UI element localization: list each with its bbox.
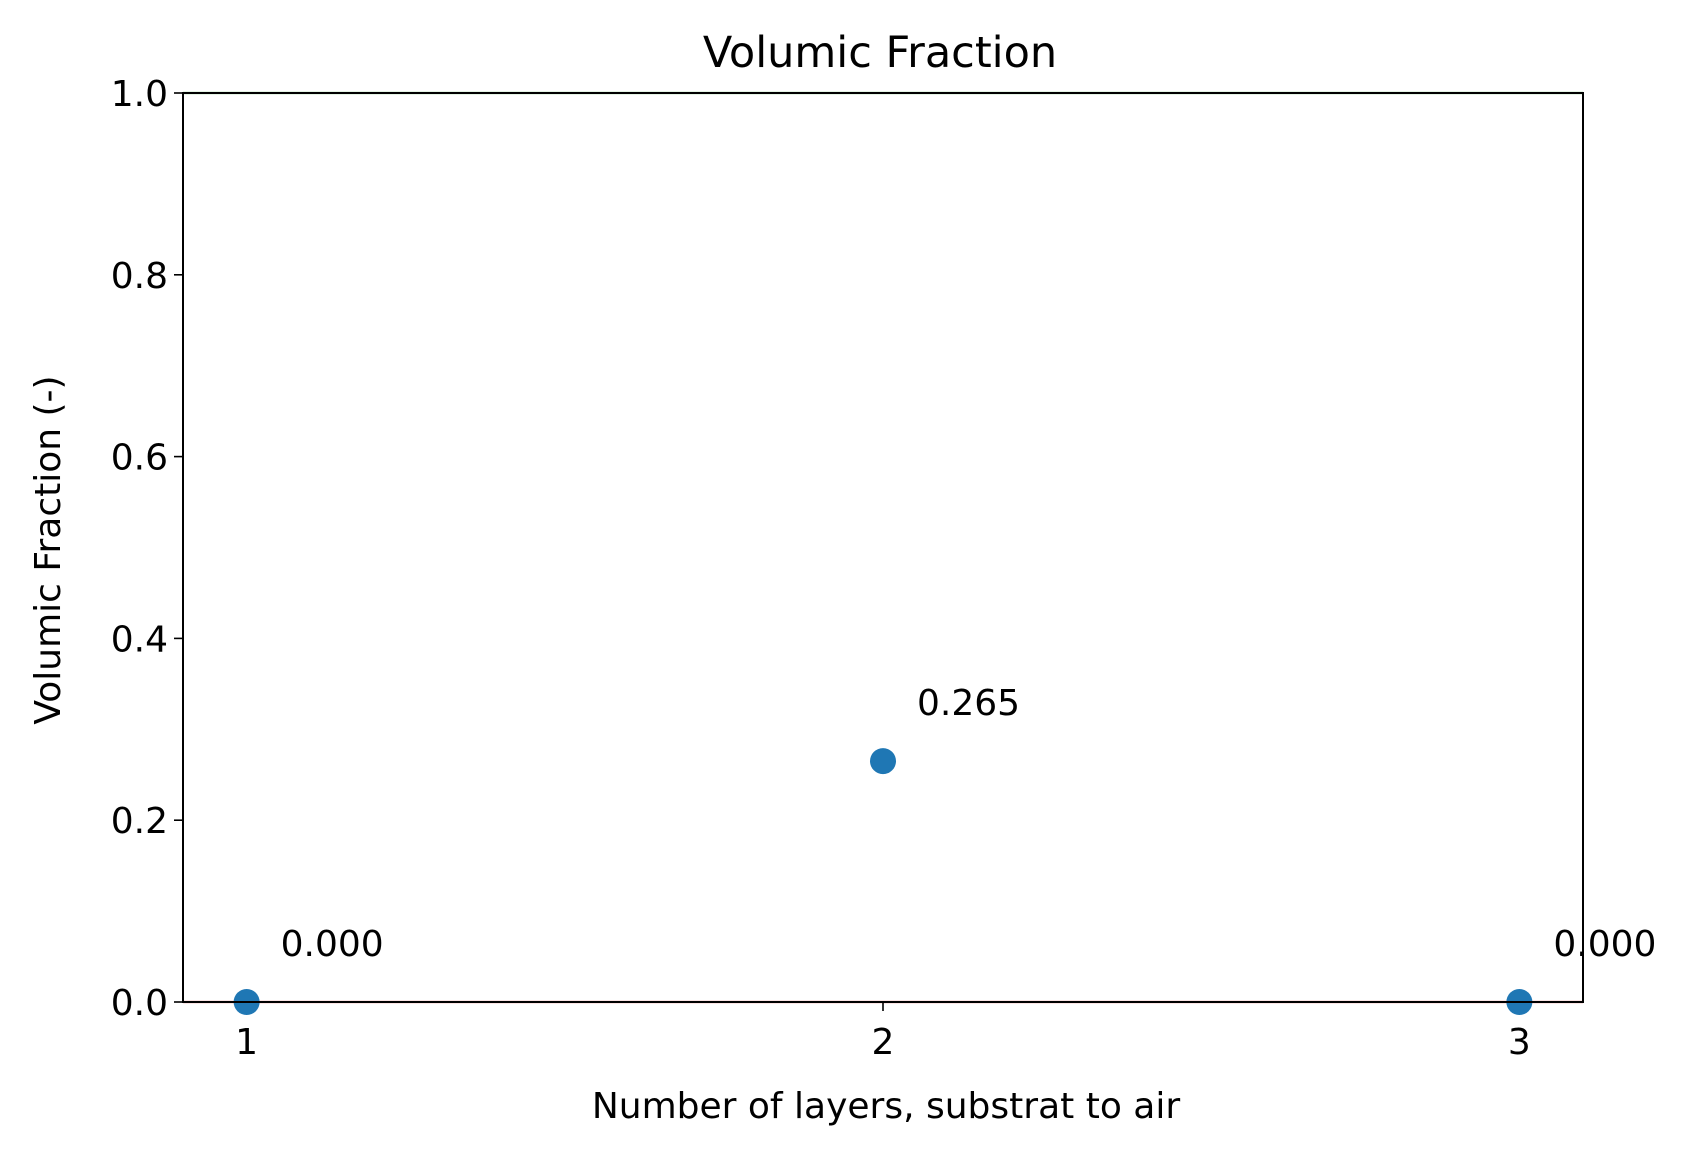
data-point — [870, 748, 896, 775]
x-tick-label: 2 — [872, 1022, 895, 1063]
axes-frame — [182, 92, 1584, 1003]
x-axis-label: Number of layers, substrat to air — [592, 1086, 1181, 1127]
plot-area: 0.0 0.2 0.4 0.6 0.8 1.0 1 2 3 0.000 0.265 0.000 — [111, 74, 1657, 1063]
y-axis-label: Volumic Fraction (-) — [28, 375, 69, 724]
x-tick-label: 3 — [1508, 1022, 1531, 1063]
data-label: 0.000 — [281, 924, 384, 965]
chart-title: Volumic Fraction — [703, 28, 1057, 78]
y-tick-label: 0.0 — [111, 983, 168, 1024]
x-tick-label: 1 — [235, 1022, 258, 1063]
y-tick-label: 0.8 — [111, 256, 168, 297]
data-label: 0.000 — [1553, 924, 1656, 965]
y-tick-label: 0.6 — [111, 438, 168, 479]
y-tick-label: 1.0 — [111, 74, 168, 115]
y-tick-label: 0.2 — [111, 801, 168, 842]
data-label: 0.265 — [917, 683, 1020, 724]
y-tick-label: 0.4 — [111, 619, 168, 660]
